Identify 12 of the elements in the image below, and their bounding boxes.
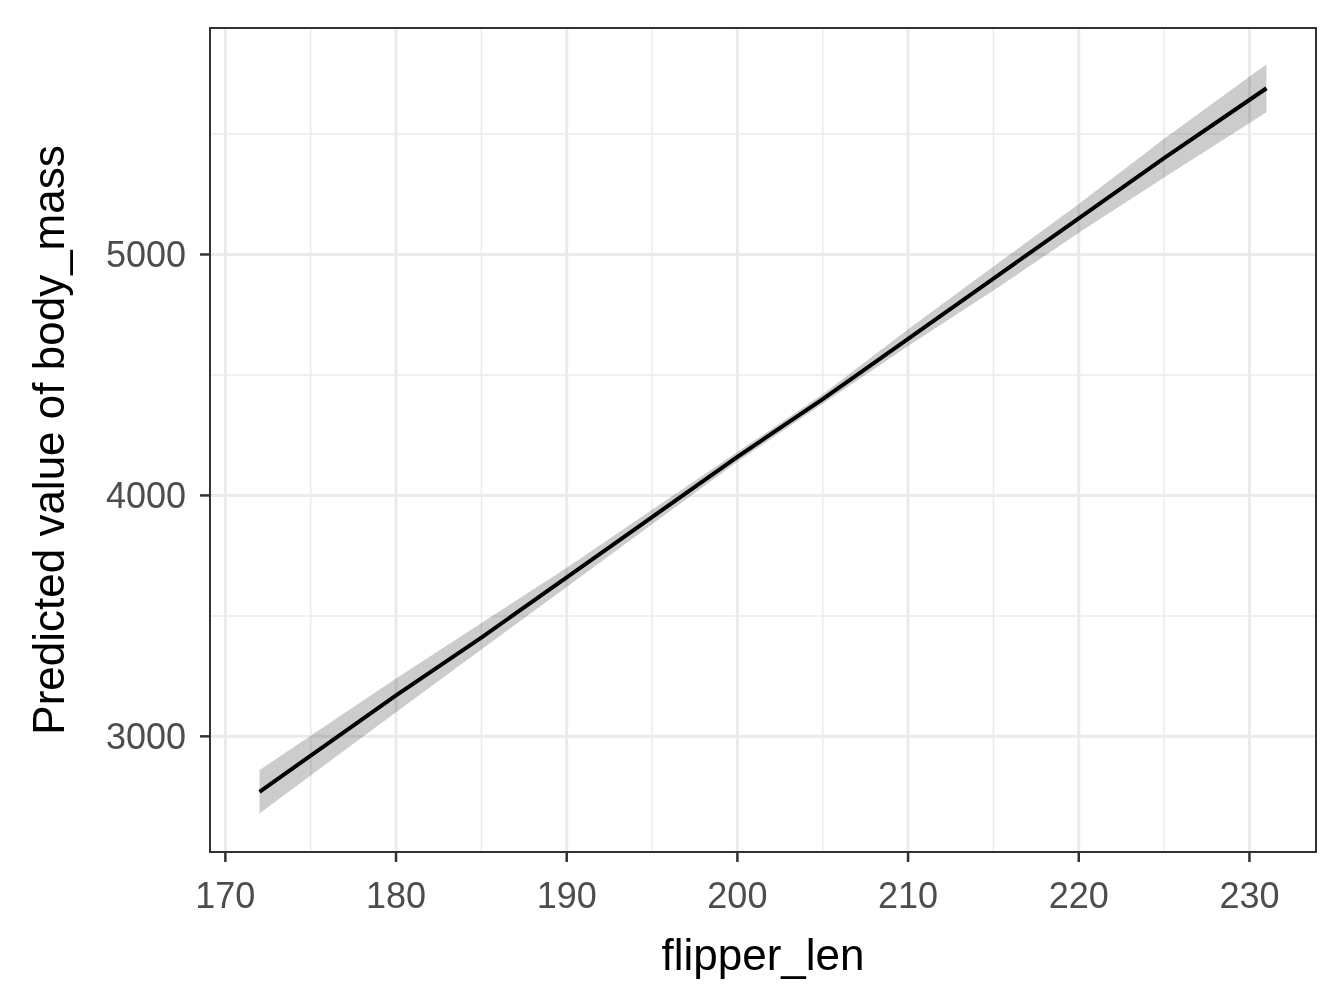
x-tick-label: 210 bbox=[878, 875, 939, 916]
x-tick-label: 220 bbox=[1048, 875, 1109, 916]
y-tick-label: 3000 bbox=[105, 715, 186, 757]
y-tick-label: 4000 bbox=[105, 475, 186, 517]
x-tick-label: 190 bbox=[536, 875, 597, 916]
x-tick-label: 170 bbox=[195, 875, 256, 916]
y-axis-title: Predicted value of body_mass bbox=[24, 145, 73, 735]
x-tick-label: 230 bbox=[1219, 875, 1280, 916]
x-axis-title: flipper_len bbox=[661, 930, 865, 979]
y-tick-label: 5000 bbox=[105, 234, 186, 276]
x-tick-label: 200 bbox=[707, 875, 768, 916]
x-tick-label: 180 bbox=[366, 875, 427, 916]
